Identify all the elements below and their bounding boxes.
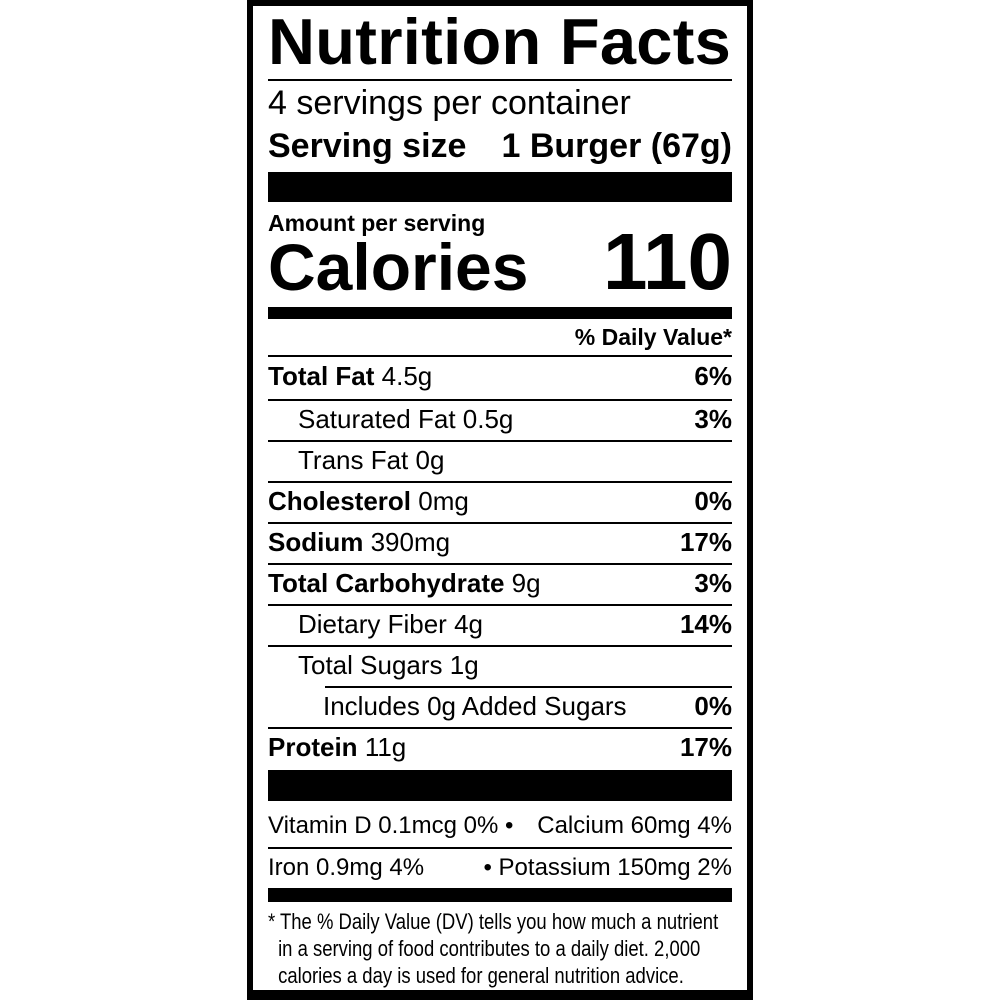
footnote-line: in a serving of food contributes to a da… [278, 936, 701, 961]
nutrient-amount: 0mg [418, 486, 469, 516]
iron: Iron 0.9mg 4% [268, 854, 425, 881]
nutrient-name: Protein [268, 732, 358, 762]
nutrient-amount: 11g [364, 732, 407, 762]
nutrient-row-total-sugars: Total Sugars 1g [268, 646, 732, 685]
divider [268, 440, 732, 442]
nutrient-amount: 0g [415, 445, 445, 475]
calories-value: 110 [602, 217, 732, 306]
divider [268, 79, 732, 81]
nutrient-name: Total Sugars [298, 650, 443, 680]
label-title: Nutrition Facts [268, 5, 732, 78]
medium-bar [268, 307, 732, 319]
nutrient-dv: 6% [694, 361, 732, 391]
serving-size-label: Serving size [268, 127, 467, 165]
nutrient-dv: 3% [694, 404, 732, 434]
nutrient-name: Includes 0g Added Sugars [323, 691, 627, 721]
medium-bar [268, 888, 732, 902]
nutrient-amount: 0.5g [462, 404, 514, 434]
vitamin-d: Vitamin D 0.1mcg 0% • [268, 812, 514, 839]
divider [268, 355, 732, 357]
divider [268, 847, 732, 849]
nutrient-amount: 4.5g [381, 361, 433, 391]
nutrient-name: Cholesterol [268, 486, 412, 516]
footnote-line: * The % Daily Value (DV) tells you how m… [268, 909, 719, 934]
nutrient-amount: 4g [454, 609, 483, 639]
divider [268, 563, 732, 565]
serving-size-value: 1 Burger (67g) [501, 127, 733, 165]
nutrient-row-protein: Protein 11g 17% [268, 728, 732, 767]
amount-per-serving: Amount per serving [268, 210, 486, 236]
calcium: Calcium 60mg 4% [537, 812, 732, 839]
vitamin-row: Vitamin D 0.1mcg 0% • Calcium 60mg 4% [268, 806, 732, 846]
nutrient-dv: 14% [679, 609, 732, 639]
nutrient-row-dietary-fiber: Dietary Fiber 4g 14% [268, 605, 732, 644]
divider [268, 604, 732, 606]
nutrient-name: Saturated Fat [298, 404, 456, 434]
nutrient-amount: 9g [511, 568, 541, 598]
nutrient-name: Total Fat [268, 361, 375, 391]
vitamin-row: Iron 0.9mg 4% • Potassium 150mg 2% [268, 848, 732, 888]
nutrient-amount: 390mg [370, 527, 451, 557]
divider [268, 481, 732, 483]
nutrient-row-sodium: Sodium 390mg 17% [268, 523, 732, 562]
footnote: * The % Daily Value (DV) tells you how m… [268, 908, 722, 989]
servings-per-container: 4 servings per container [268, 84, 631, 122]
nutrient-row-cholesterol: Cholesterol 0mg 0% [268, 482, 732, 521]
label-border [247, 0, 753, 1000]
divider [268, 399, 732, 401]
nutrient-row-total-fat: Total Fat 4.5g 6% [268, 357, 732, 396]
divider [268, 727, 732, 729]
nutrient-dv: 0% [694, 691, 732, 721]
daily-value-header: % Daily Value* [574, 324, 732, 350]
divider-indented [325, 686, 732, 688]
nutrient-row-saturated-fat: Saturated Fat 0.5g 3% [268, 400, 732, 439]
nutrient-dv: 17% [679, 732, 732, 762]
footnote-line: calories a day is used for general nutri… [278, 963, 684, 988]
nutrient-dv: 17% [679, 527, 732, 557]
nutrient-name: Trans Fat [298, 445, 409, 475]
nutrient-dv: 3% [694, 568, 732, 598]
nutrient-amount: 1g [449, 650, 479, 680]
nutrient-row-added-sugars: Includes 0g Added Sugars 0% [268, 687, 732, 726]
nutrient-name: Dietary Fiber [298, 609, 447, 639]
nutrient-name: Total Carbohydrate [268, 568, 505, 598]
nutrient-dv: 0% [694, 486, 732, 516]
serving-size: Serving size 1 Burger (67g) [268, 126, 732, 166]
calories-label: Calories [268, 230, 529, 304]
thick-bar [268, 172, 732, 202]
divider [268, 645, 732, 647]
divider [268, 522, 732, 524]
nutrient-row-total-carbohydrate: Total Carbohydrate 9g 3% [268, 564, 732, 603]
thick-bar [268, 770, 732, 801]
nutrient-row-trans-fat: Trans Fat 0g [268, 441, 732, 480]
potassium: • Potassium 150mg 2% [483, 854, 732, 881]
nutrient-name: Sodium [268, 527, 364, 557]
